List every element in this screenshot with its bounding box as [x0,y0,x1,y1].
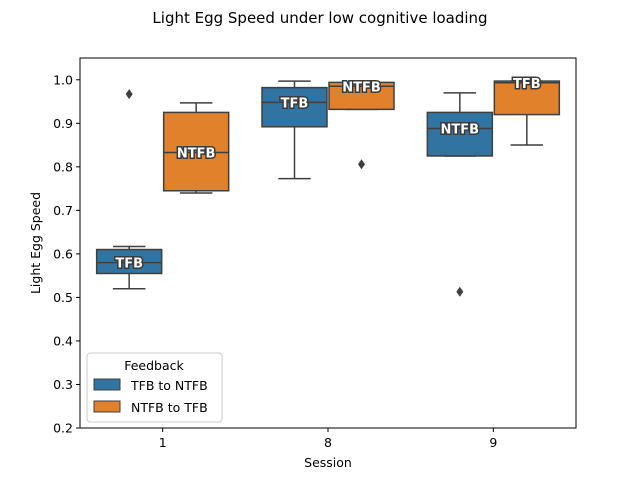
box-annotation-label: NTFB [441,123,480,138]
legend-title: Feedback [124,358,184,373]
x-tick-label: 8 [324,435,332,450]
y-tick-label: 0.7 [53,203,73,218]
iqr-box [95,248,163,275]
iqr-box [261,86,328,128]
iqr-box [162,111,230,192]
x-tick-label: 9 [489,435,497,450]
iqr-box [493,80,561,116]
y-axis: 0.2 0.3 0.4 0.5 0.6 0.7 0.8 0.9 1.0 [53,72,80,436]
y-tick-label: 0.8 [53,159,73,174]
y-tick-label: 0.4 [53,333,73,348]
y-tick-label: 1.0 [53,72,73,87]
box-annotation-label: NTFB [177,146,216,161]
x-axis: 1 8 9 [159,428,497,450]
box-series: TFB TFB NTFB NTFB NTFB TFB [95,75,561,297]
box-annotation-label: TFB [513,77,541,92]
legend-entry-tfb-to-ntfb: TFB to NTFB [130,378,208,393]
box-ntfb-to-tfb-session-1: NTFB [162,102,230,194]
x-tick-label: 1 [159,435,167,450]
y-tick-label: 0.2 [53,421,73,436]
box-tfb-to-ntfb-session-9: NTFB [426,92,494,297]
y-tick-label: 0.3 [53,377,73,392]
box-tfb-to-ntfb-session-1: TFB [95,89,163,290]
outlier-point [125,89,133,100]
box-tfb-to-ntfb-session-8: TFB [261,80,328,180]
outlier-point [456,286,464,297]
legend-entry-ntfb-to-tfb: NTFB to TFB [131,400,208,415]
box-annotation-label: TFB [115,257,143,272]
chart-title: Light Egg Speed under low cognitive load… [152,9,487,27]
box-ntfb-to-tfb-session-8: NTFB [328,79,395,170]
outlier-point [358,159,365,170]
legend-frame [86,352,223,423]
box-annotation-label: NTFB [342,80,381,95]
y-axis-label: Light Egg Speed [28,192,43,294]
box-annotation-label: TFB [281,96,309,111]
legend-swatch-tfb-to-ntfb [93,378,121,391]
legend-swatch-ntfb-to-tfb [93,400,121,413]
series-tfb-to-ntfb: TFB TFB NTFB [95,80,494,297]
legend: Feedback TFB to NTFB NTFB to TFB [86,352,223,423]
y-tick-label: 0.5 [53,290,73,305]
x-axis-label: Session [304,455,352,470]
iqr-box [426,111,494,157]
y-tick-label: 0.6 [53,246,73,261]
series-ntfb-to-tfb: NTFB NTFB TFB [162,75,561,194]
y-tick-label: 0.9 [53,116,73,131]
box-ntfb-to-tfb-session-9: TFB [493,75,561,146]
